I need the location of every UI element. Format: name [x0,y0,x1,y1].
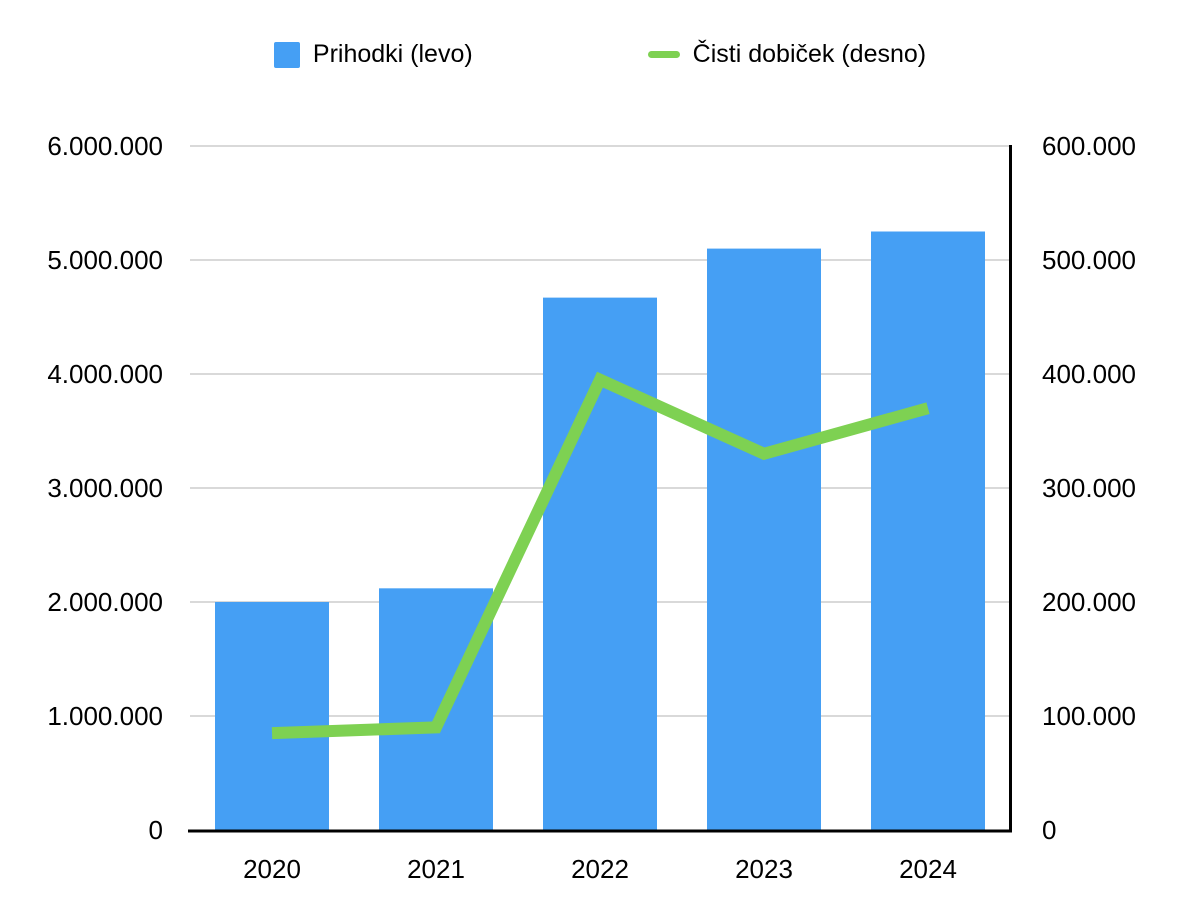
legend-item-prihodki: Prihodki (levo) [273,40,473,69]
x-axis-label: 2023 [735,854,793,884]
right-axis-tick-label: 100.000 [1042,701,1136,731]
right-axis-tick-label: 300.000 [1042,473,1136,503]
left-axis-tick-label: 6.000.000 [47,131,163,161]
chart-legend: Prihodki (levo) Čisti dobiček (desno) [0,40,1200,69]
left-axis-tick-label: 5.000.000 [47,245,163,275]
bar-2024 [871,231,985,830]
right-axis-tick-label: 400.000 [1042,359,1136,389]
legend-item-cisti-dobicek: Čisti dobiček (desno) [647,40,927,69]
bar-2021 [379,588,493,830]
right-axis-tick-label: 600.000 [1042,131,1136,161]
left-axis-tick-label: 2.000.000 [47,587,163,617]
left-axis-tick-label: 3.000.000 [47,473,163,503]
bar-series-swatch-icon [273,41,300,68]
x-axis-label: 2021 [407,854,465,884]
right-axis-tick-label: 200.000 [1042,587,1136,617]
bar-2020 [215,602,329,830]
x-axis-label: 2022 [571,854,629,884]
right-axis-tick-label: 0 [1042,815,1056,845]
bar-2023 [707,248,821,831]
net-profit-line [271,371,930,740]
left-axis-tick-label: 4.000.000 [47,359,163,389]
left-axis-tick-label: 0 [149,815,163,845]
legend-label-prihodki: Prihodki (levo) [312,40,473,68]
x-axis-label: 2024 [899,854,957,884]
line-series-swatch-icon [647,51,680,58]
left-axis-tick-label: 1.000.000 [47,701,163,731]
right-axis-tick-label: 500.000 [1042,245,1136,275]
x-axis-label: 2020 [243,854,301,884]
legend-label-cisti-dobicek: Čisti dobiček (desno) [692,40,927,68]
